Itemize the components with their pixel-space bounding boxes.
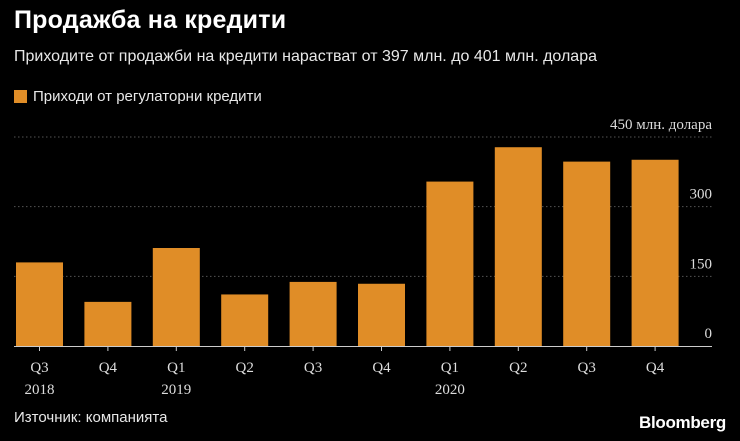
bar bbox=[16, 262, 63, 346]
bar bbox=[563, 161, 611, 346]
x-tick-label: Q2 bbox=[509, 360, 527, 376]
y-tick-label: 450 млн. долара bbox=[610, 117, 712, 133]
x-tick-label: Q1 bbox=[441, 360, 459, 376]
x-year-label: 2020 bbox=[435, 382, 465, 398]
x-tick-label: Q4 bbox=[99, 360, 118, 376]
x-tick-label: Q3 bbox=[30, 360, 48, 376]
y-tick-label: 300 bbox=[690, 187, 713, 203]
x-tick-label: Q4 bbox=[646, 360, 665, 376]
bar bbox=[426, 181, 474, 346]
legend-swatch bbox=[14, 90, 27, 103]
x-tick-label: Q4 bbox=[372, 360, 391, 376]
y-tick-label: 150 bbox=[690, 256, 713, 272]
chart-title: Продажба на кредити bbox=[14, 6, 287, 34]
bar bbox=[358, 283, 405, 346]
x-tick-label: Q1 bbox=[167, 360, 185, 376]
x-year-label: 2018 bbox=[25, 382, 55, 398]
legend: Приходи от регулаторни кредити bbox=[14, 88, 262, 105]
brand-logo: Bloomberg bbox=[638, 413, 726, 432]
bar bbox=[289, 281, 337, 346]
x-tick-label: Q3 bbox=[304, 360, 322, 376]
y-tick-label: 0 bbox=[705, 326, 713, 342]
bar bbox=[494, 147, 542, 346]
bar bbox=[221, 294, 269, 346]
source-note: Източник: компанията bbox=[14, 409, 168, 426]
x-year-label: 2019 bbox=[161, 382, 191, 398]
chart-subtitle: Приходите от продажби на кредити нараств… bbox=[14, 48, 597, 65]
x-tick-label: Q2 bbox=[236, 360, 254, 376]
x-tick-label: Q3 bbox=[578, 360, 596, 376]
bar bbox=[152, 248, 200, 346]
legend-label: Приходи от регулаторни кредити bbox=[33, 88, 262, 105]
bar bbox=[84, 301, 132, 346]
bar bbox=[631, 159, 679, 346]
